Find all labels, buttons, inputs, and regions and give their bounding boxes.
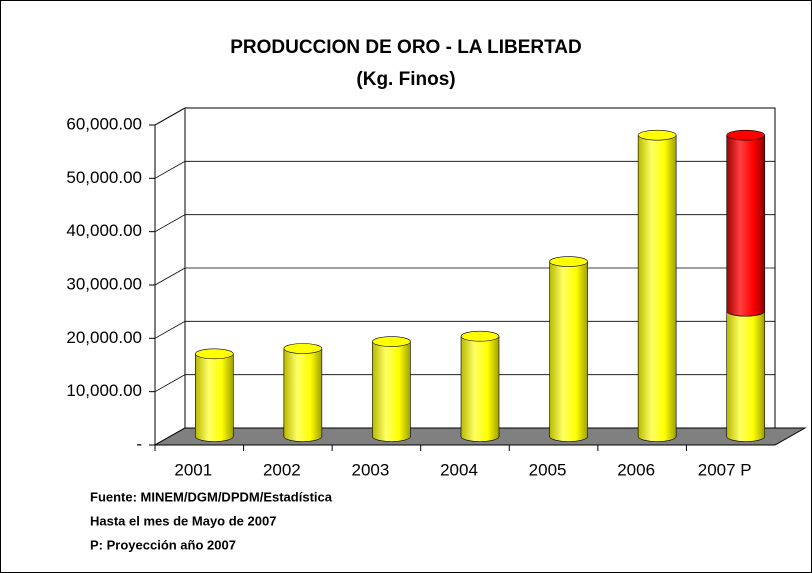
y-tick-label: 20,000.00 xyxy=(66,328,142,347)
bar-body xyxy=(372,341,411,437)
bar-outline xyxy=(637,135,677,437)
bar-outline xyxy=(726,311,766,437)
bar xyxy=(549,256,588,442)
grid-line xyxy=(154,214,775,233)
grid-line xyxy=(154,107,775,126)
bar-top xyxy=(460,330,500,342)
chart-title: PRODUCCION DE ORO - LA LIBERTAD xyxy=(230,37,582,58)
x-tick-label: 2001 xyxy=(174,460,212,479)
bar-body xyxy=(726,311,765,437)
y-tick-label: - xyxy=(136,434,142,453)
bar-top xyxy=(549,256,588,267)
bar xyxy=(726,305,766,442)
x-tick-label: 2007 P xyxy=(698,460,752,479)
bar-body xyxy=(726,135,765,312)
bar-body xyxy=(549,261,588,437)
x-tick-label: 2005 xyxy=(529,460,567,479)
bar-outline xyxy=(726,135,766,312)
bar xyxy=(460,330,500,442)
x-tick-label: 2003 xyxy=(352,460,390,479)
footnote: Fuente: MINEM/DGM/DPDM/Estadística xyxy=(90,489,333,504)
bar-outline xyxy=(460,336,500,437)
y-tick-label: 30,000.00 xyxy=(66,274,142,293)
bar-body xyxy=(461,336,499,437)
x-tick-label: 2002 xyxy=(263,460,301,479)
bar xyxy=(194,348,234,442)
bar xyxy=(637,129,677,442)
y-tick-label: 40,000.00 xyxy=(66,221,142,240)
bar-top xyxy=(194,348,234,360)
bar-outline xyxy=(283,348,323,437)
y-tick-label: 50,000.00 xyxy=(66,168,142,187)
bar-outline xyxy=(549,261,588,437)
footnote: P: Proyección año 2007 xyxy=(90,537,236,552)
bar xyxy=(726,129,766,317)
footnote: Hasta el mes de Mayo de 2007 xyxy=(90,513,276,528)
x-tick-label: 2006 xyxy=(617,460,655,479)
bar-top xyxy=(372,336,411,347)
x-tick-label: 2004 xyxy=(440,460,478,479)
chart-subtitle: (Kg. Finos) xyxy=(356,69,455,90)
y-tick-label: 10,000.00 xyxy=(66,381,142,400)
bar-outline xyxy=(194,353,234,437)
bar xyxy=(283,343,323,442)
y-tick-label: 60,000.00 xyxy=(66,114,142,133)
bar-top xyxy=(726,129,766,141)
bar-top xyxy=(637,129,677,141)
bar-top xyxy=(283,343,323,354)
bar-outline xyxy=(372,341,411,437)
grid-line xyxy=(154,160,775,179)
bar-body xyxy=(638,135,677,437)
bar xyxy=(372,336,411,442)
bar-body xyxy=(283,348,322,437)
bar-body xyxy=(195,353,234,437)
